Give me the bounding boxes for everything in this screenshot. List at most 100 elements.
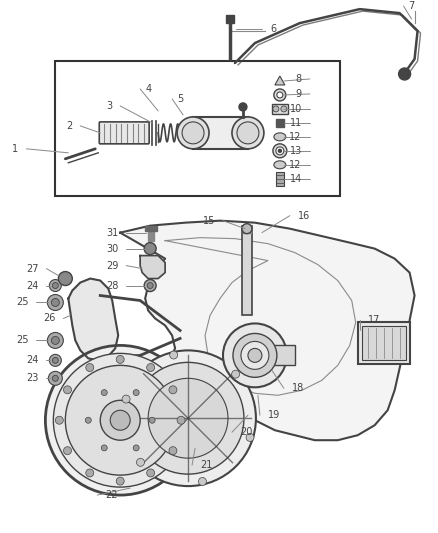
Circle shape — [53, 282, 58, 288]
Circle shape — [53, 358, 58, 364]
Circle shape — [279, 149, 281, 152]
Circle shape — [242, 224, 252, 233]
Polygon shape — [140, 256, 165, 279]
Circle shape — [169, 447, 177, 455]
Text: 24: 24 — [26, 356, 39, 366]
Circle shape — [47, 333, 64, 349]
Circle shape — [170, 351, 178, 359]
Circle shape — [232, 117, 264, 149]
Bar — [148, 229, 154, 240]
Circle shape — [149, 417, 155, 423]
Bar — [243, 227, 251, 232]
Text: 11: 11 — [290, 118, 302, 128]
Text: 10: 10 — [290, 104, 302, 114]
Text: 26: 26 — [43, 313, 55, 324]
Text: 2: 2 — [66, 121, 72, 131]
Text: 24: 24 — [26, 280, 39, 290]
Circle shape — [46, 345, 195, 495]
Bar — [55, 61, 340, 196]
Circle shape — [49, 354, 61, 366]
Text: 9: 9 — [296, 89, 302, 99]
Circle shape — [239, 103, 247, 111]
Circle shape — [179, 126, 193, 140]
Circle shape — [246, 433, 254, 441]
Bar — [145, 225, 157, 231]
Text: 1: 1 — [12, 144, 18, 154]
Circle shape — [116, 477, 124, 485]
Text: 17: 17 — [367, 316, 380, 326]
Text: 12: 12 — [290, 160, 302, 170]
Circle shape — [198, 478, 206, 486]
Circle shape — [177, 416, 185, 424]
Circle shape — [177, 117, 209, 149]
Text: 8: 8 — [296, 74, 302, 84]
Bar — [276, 119, 284, 127]
Circle shape — [274, 89, 286, 101]
Text: 19: 19 — [268, 410, 280, 420]
Text: 23: 23 — [26, 373, 39, 383]
Circle shape — [223, 324, 287, 387]
Bar — [358, 322, 410, 365]
Circle shape — [273, 106, 279, 112]
Polygon shape — [275, 76, 285, 85]
Circle shape — [147, 469, 155, 477]
Circle shape — [148, 378, 228, 458]
Circle shape — [53, 353, 187, 487]
Text: 13: 13 — [290, 146, 302, 156]
Circle shape — [85, 417, 91, 423]
Text: 4: 4 — [145, 84, 151, 94]
Circle shape — [58, 272, 72, 286]
Ellipse shape — [274, 133, 286, 141]
Circle shape — [232, 370, 240, 378]
Bar — [276, 172, 284, 186]
Circle shape — [132, 362, 244, 474]
Circle shape — [86, 469, 94, 477]
Text: 14: 14 — [290, 174, 302, 184]
Circle shape — [281, 106, 287, 112]
Text: 18: 18 — [292, 383, 304, 393]
Text: 25: 25 — [16, 335, 28, 345]
Circle shape — [248, 349, 262, 362]
Circle shape — [237, 122, 259, 144]
Circle shape — [276, 147, 284, 155]
Bar — [362, 326, 406, 360]
Bar — [226, 15, 234, 23]
Text: 5: 5 — [177, 94, 183, 104]
Text: 25: 25 — [16, 297, 28, 308]
Circle shape — [116, 356, 124, 364]
Circle shape — [48, 372, 62, 385]
Circle shape — [183, 130, 189, 136]
Text: 15: 15 — [203, 216, 215, 225]
Circle shape — [101, 390, 107, 395]
Text: 20: 20 — [240, 427, 252, 437]
Text: 28: 28 — [106, 280, 118, 290]
Text: 31: 31 — [106, 228, 118, 238]
Circle shape — [65, 365, 175, 475]
Circle shape — [147, 364, 155, 372]
Circle shape — [273, 144, 287, 158]
Circle shape — [64, 447, 71, 455]
Bar — [272, 104, 288, 114]
Circle shape — [51, 336, 59, 344]
Text: 21: 21 — [200, 460, 212, 470]
Circle shape — [101, 445, 107, 451]
Text: 7: 7 — [409, 1, 415, 11]
Ellipse shape — [274, 161, 286, 169]
Bar — [255, 345, 295, 365]
Circle shape — [133, 445, 139, 451]
Circle shape — [144, 243, 156, 255]
Polygon shape — [120, 221, 415, 440]
Circle shape — [182, 122, 204, 144]
FancyBboxPatch shape — [99, 122, 149, 144]
Circle shape — [51, 298, 59, 306]
Circle shape — [122, 395, 130, 403]
Circle shape — [233, 334, 277, 377]
Circle shape — [137, 458, 145, 466]
Circle shape — [120, 350, 256, 486]
Circle shape — [55, 416, 64, 424]
Circle shape — [110, 410, 130, 430]
Circle shape — [133, 390, 139, 395]
Circle shape — [241, 342, 269, 369]
Circle shape — [169, 386, 177, 394]
Text: 6: 6 — [270, 24, 276, 34]
